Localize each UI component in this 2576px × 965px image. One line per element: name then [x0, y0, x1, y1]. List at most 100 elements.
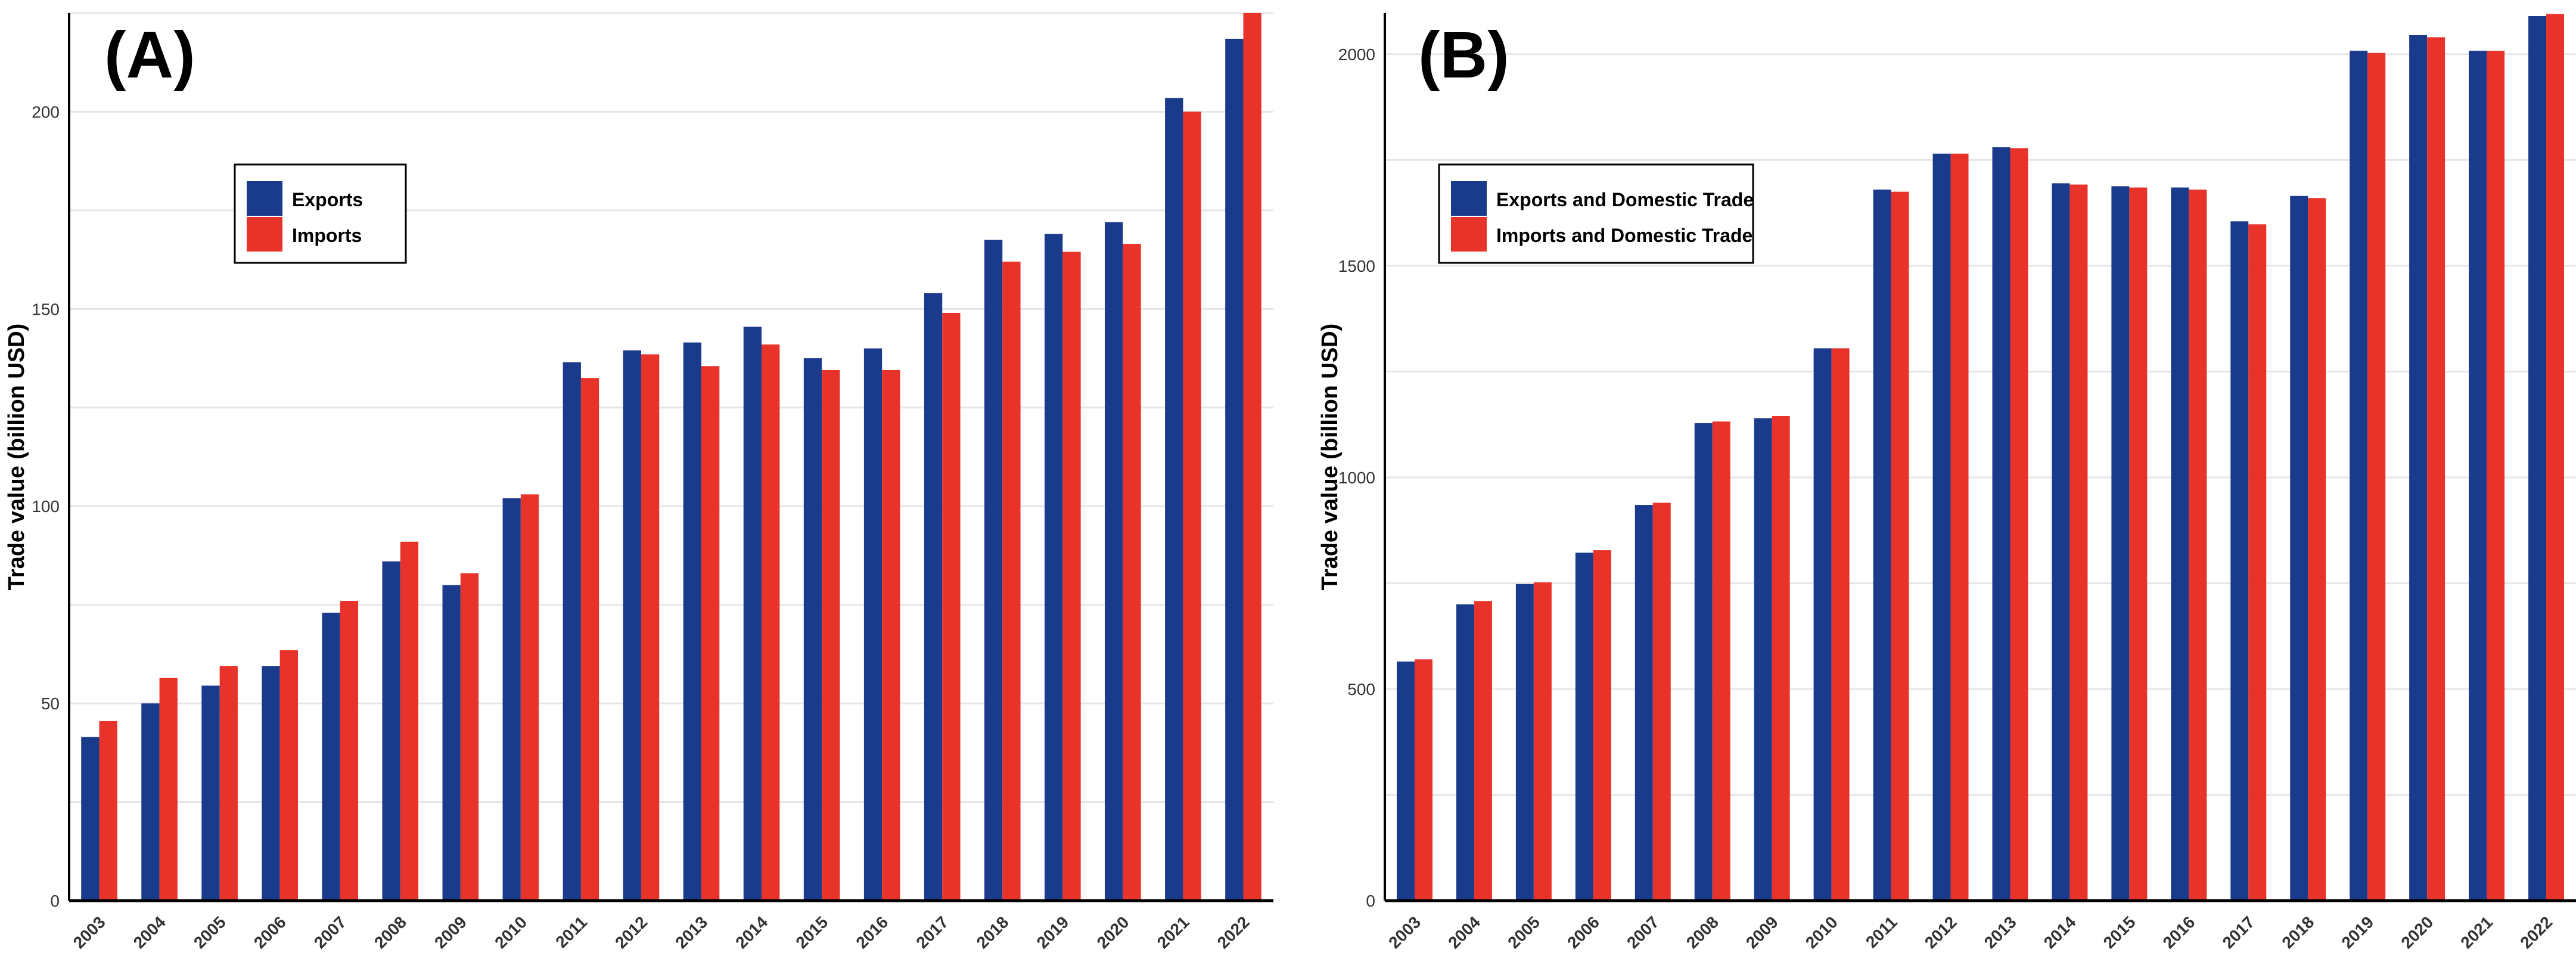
- bar-series2-2004: [1474, 601, 1492, 901]
- x-tick-label: 2017: [2219, 913, 2258, 952]
- legend-label: Imports and Domestic Trade: [1496, 225, 1752, 246]
- bar-series2-2003: [1414, 659, 1433, 901]
- x-tick-label: 2007: [310, 913, 350, 952]
- y-tick-label: 1500: [1338, 257, 1375, 275]
- bar-series1-2021: [2469, 51, 2487, 901]
- bar-series2-2013: [701, 366, 720, 901]
- bar-series2-2009: [460, 573, 479, 901]
- x-tick-label: 2015: [2100, 913, 2139, 952]
- bar-series2-2017: [942, 312, 961, 901]
- legend: Exports and Domestic Trade Imports and Do…: [1438, 163, 1754, 264]
- bar-series1-2011: [1873, 190, 1891, 901]
- legend-box: [1438, 163, 1754, 264]
- x-tick-label: 2013: [672, 913, 711, 952]
- bar-series2-2012: [1950, 153, 1969, 901]
- legend-swatch: [1451, 181, 1487, 216]
- y-tick-label: 1000: [1338, 468, 1375, 487]
- x-tick-label: 2011: [552, 913, 591, 951]
- bar-series2-2008: [1712, 421, 1730, 901]
- x-tick-label: 2009: [431, 913, 470, 952]
- bar-series2-2022: [2546, 14, 2565, 901]
- x-tick-label: 2018: [973, 913, 1012, 952]
- bar-series2-2017: [2248, 224, 2267, 901]
- x-tick-label: 2020: [1093, 913, 1133, 952]
- bar-series1-2021: [1165, 98, 1183, 901]
- panel-label: (A): [104, 18, 195, 92]
- x-tick-label: 2009: [1742, 913, 1782, 952]
- bar-series2-2018: [2308, 198, 2326, 901]
- x-tick-label: 2022: [2516, 913, 2556, 952]
- bar-series2-2018: [1002, 261, 1021, 901]
- bar-series2-2011: [580, 378, 599, 901]
- x-tick-label: 2018: [2278, 913, 2317, 952]
- bar-series1-2022: [1225, 39, 1244, 901]
- bar-series1-2006: [1575, 553, 1593, 901]
- bar-series2-2008: [400, 541, 419, 901]
- x-tick-label: 2003: [1385, 913, 1424, 952]
- x-tick-label: 2014: [2040, 913, 2080, 952]
- bar-series2-2010: [520, 494, 539, 901]
- bar-series1-2008: [382, 561, 400, 901]
- legend-label: Imports: [292, 225, 362, 246]
- bar-series1-2008: [1694, 423, 1713, 901]
- bar-series2-2015: [2129, 187, 2148, 901]
- bar-series1-2017: [924, 293, 943, 901]
- x-tick-label: 2019: [2338, 913, 2377, 952]
- x-tick-label: 2012: [611, 913, 651, 952]
- panel-label: (B): [1418, 18, 1509, 92]
- bar-series1-2003: [1396, 661, 1415, 901]
- bar-series2-2020: [2427, 37, 2446, 901]
- x-tick-label: 2008: [371, 913, 410, 952]
- legend: Exports Imports: [234, 163, 407, 264]
- x-tick-label: 2008: [1683, 913, 1722, 952]
- x-tick-label: 2015: [792, 913, 831, 952]
- bar-series1-2016: [2171, 187, 2189, 901]
- panel-a: 0 50 100 150 200 2003 2004 2005 2006 2007 2008 2009…: [4, 12, 1273, 952]
- bar-series1-2011: [563, 362, 581, 901]
- x-tick-label: 2022: [1214, 913, 1253, 952]
- y-tick-label: 0: [50, 892, 60, 910]
- bar-series2-2007: [340, 601, 359, 901]
- x-tick-label: 2005: [1504, 913, 1543, 952]
- bar-series2-2019: [1062, 252, 1081, 901]
- panel-b: 0 500 1000 1500 2000 2003 2004 2005 2006 2007 2008…: [1317, 13, 2576, 952]
- y-tick-label: 100: [32, 497, 60, 516]
- bar-series1-2009: [442, 585, 461, 901]
- bar-series2-2016: [2189, 190, 2207, 901]
- bar-series2-2007: [1652, 502, 1671, 901]
- x-tick-label: 2007: [1623, 913, 1663, 952]
- y-tick-label: 500: [1347, 680, 1375, 699]
- x-tick-label: 2021: [2457, 913, 2496, 952]
- bar-series1-2022: [2528, 15, 2547, 901]
- x-tick-label: 2017: [912, 913, 952, 952]
- bar-series2-2006: [1593, 550, 1611, 901]
- bar-series2-2014: [762, 344, 780, 901]
- bar-series1-2017: [2230, 221, 2249, 901]
- x-tick-label: 2020: [2397, 913, 2437, 952]
- bar-series1-2013: [1992, 147, 2011, 901]
- y-axis-label: Trade value (billion USD): [1317, 324, 1343, 591]
- legend-label: Exports and Domestic Trade: [1496, 189, 1754, 210]
- bar-series1-2005: [1515, 584, 1534, 901]
- bar-series1-2007: [322, 612, 340, 901]
- bar-series2-2014: [2069, 184, 2088, 901]
- legend-swatch: [247, 181, 282, 216]
- x-tick-label: 2014: [732, 913, 771, 952]
- bar-series2-2016: [882, 370, 900, 901]
- bar-series2-2009: [1772, 415, 1790, 901]
- y-tick-label: 150: [32, 300, 60, 318]
- bar-series1-2015: [2111, 186, 2130, 901]
- y-tick-label: 200: [32, 103, 60, 121]
- y-tick-label: 2000: [1338, 45, 1375, 64]
- y-axis-label: Trade value (billion USD): [4, 324, 29, 591]
- y-tick-label: 50: [41, 694, 60, 713]
- bar-series2-2020: [1123, 244, 1141, 901]
- x-tick-label: 2016: [852, 913, 891, 952]
- bar-series1-2012: [623, 350, 641, 901]
- legend-swatch: [1451, 217, 1487, 252]
- bar-series1-2003: [81, 737, 100, 901]
- bar-series1-2004: [1456, 604, 1474, 901]
- bar-series2-2021: [1183, 111, 1201, 901]
- bar-series2-2010: [1831, 348, 1850, 901]
